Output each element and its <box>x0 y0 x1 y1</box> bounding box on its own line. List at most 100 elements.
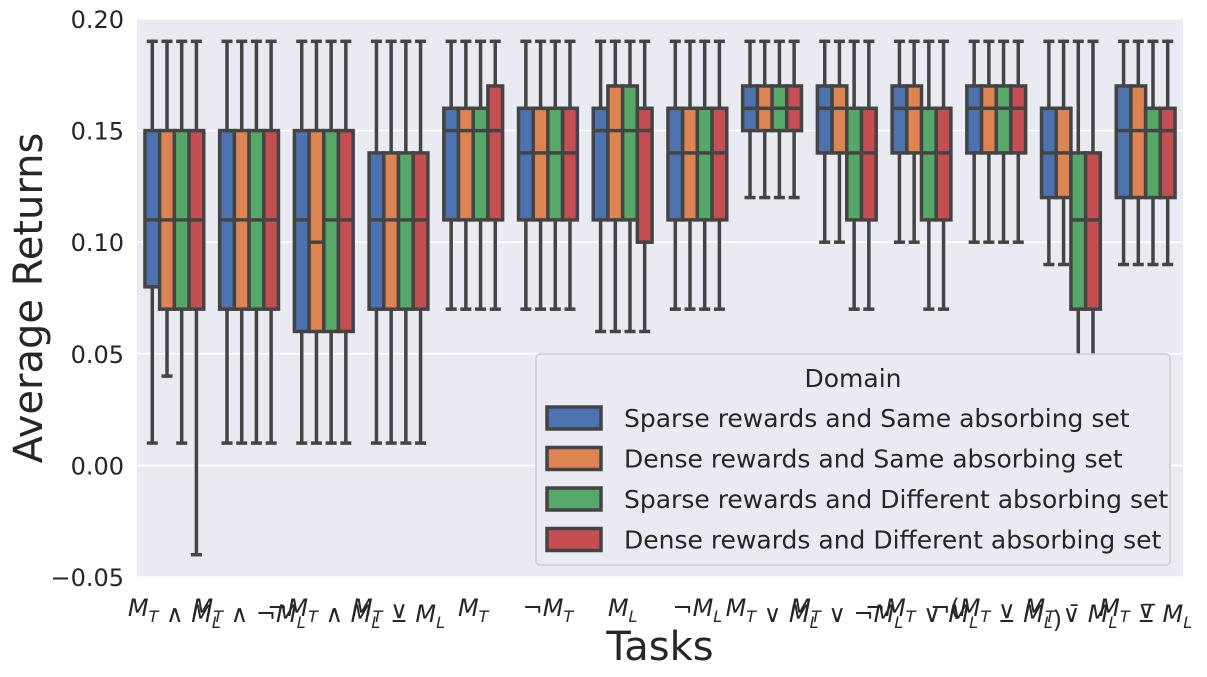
x-tick-label: ¬MT ∧ ML <box>267 594 380 632</box>
box <box>396 151 415 311</box>
box <box>815 84 834 155</box>
box <box>307 128 326 334</box>
x-tick-subscript: T <box>811 607 822 626</box>
x-tick-symbol: M <box>352 594 373 622</box>
box <box>1129 84 1148 200</box>
x-tick-subscript: L <box>1108 613 1117 632</box>
x-tick-label: MT ∨ ¬ML <box>790 594 903 632</box>
x-tick-symbol: M <box>693 594 714 622</box>
y-tick-label: 0.20 <box>71 6 124 34</box>
legend-frame <box>535 353 1171 566</box>
x-tick-operator: ¬ <box>267 594 287 622</box>
x-tick-subscript: L <box>713 607 722 626</box>
legend-entry: Dense rewards and Different absorbing se… <box>624 526 1162 555</box>
x-tick-symbol: M <box>1088 600 1109 628</box>
x-tick-symbol: M <box>191 600 212 628</box>
box <box>560 106 580 222</box>
x-tick-symbol: M <box>1024 594 1045 622</box>
y-axis-ticks: 0.20 0.15 0.10 0.05 0.00 −0.05 <box>50 6 124 592</box>
x-tick-label: ¬ML <box>672 594 722 626</box>
x-tick-operator: ¬ <box>523 594 543 622</box>
x-tick-symbol: M <box>128 594 149 622</box>
box <box>919 106 938 222</box>
legend-swatch <box>545 405 603 431</box>
box <box>456 106 475 222</box>
x-tick-subscript: T <box>746 607 757 626</box>
box <box>1143 106 1163 200</box>
box <box>635 106 654 244</box>
x-tick-label: MT <box>458 594 490 626</box>
box <box>1158 106 1177 200</box>
x-tick-subscript: L <box>297 613 306 632</box>
x-tick-symbol: M <box>960 594 981 622</box>
box <box>934 106 953 222</box>
x-tick-subscript: T <box>981 607 992 626</box>
x-tick-subscript: T <box>308 607 319 626</box>
box <box>905 84 924 155</box>
x-tick-symbol: M <box>789 600 810 628</box>
x-tick-operator: ⊻ <box>383 600 416 628</box>
box <box>695 106 714 222</box>
x-tick-subscript: L <box>810 613 819 632</box>
x-tick-operator: ¬( <box>930 594 959 622</box>
x-tick-operator: ∧ <box>158 600 191 628</box>
x-tick-subscript: L <box>436 613 445 632</box>
x-tick-symbol: M <box>1023 600 1044 628</box>
x-tick-operator: ⊻ <box>990 600 1023 628</box>
legend-swatch <box>545 445 603 472</box>
x-tick-operator: ∨ <box>916 600 949 628</box>
x-tick-subscript: L <box>1044 613 1053 632</box>
box <box>830 84 849 155</box>
box <box>382 151 401 311</box>
box <box>367 151 386 311</box>
x-tick-operator: ⊻̅ <box>1130 600 1163 628</box>
x-tick-subscript: T <box>1045 607 1056 626</box>
box <box>411 151 430 311</box>
x-tick-symbol: M <box>726 594 747 622</box>
x-tick-label: MT ∨̄ ML <box>1024 594 1117 632</box>
box <box>442 106 461 222</box>
x-tick-operator: ) <box>1053 606 1062 634</box>
x-tick-subscript: T <box>213 607 224 626</box>
x-tick-label: MT ∧ ML <box>128 594 221 632</box>
y-tick-label: 0.00 <box>71 452 124 480</box>
box <box>710 106 729 222</box>
box <box>890 84 909 155</box>
x-tick-symbol: M <box>458 594 479 622</box>
x-tick-operator: ∨ ¬ <box>821 600 874 628</box>
box <box>606 84 625 222</box>
box <box>486 84 505 222</box>
x-tick-operator: ∧ ¬ <box>223 600 276 628</box>
x-tick-subscript: T <box>373 607 384 626</box>
x-tick-subscript: T <box>906 607 917 626</box>
box <box>666 106 685 222</box>
x-tick-symbol: M <box>948 600 969 628</box>
x-tick-subscript: T <box>149 607 160 626</box>
x-tick-symbol: M <box>276 600 297 628</box>
y-axis-label: Average Returns <box>6 133 52 464</box>
y-tick-label: −0.05 <box>50 564 124 592</box>
box <box>859 106 878 222</box>
box <box>1009 84 1028 155</box>
x-tick-label: ¬MT <box>523 594 575 626</box>
x-tick-label: ¬(MT ⊻ ML) <box>930 594 1062 634</box>
boxes <box>143 39 1177 557</box>
box <box>680 106 700 222</box>
x-tick-label: MT ⊻ ML <box>352 594 445 632</box>
x-tick-label: ML <box>608 594 638 626</box>
box <box>1083 151 1103 311</box>
x-tick-subscript: T <box>1120 607 1131 626</box>
x-tick-label: MT ⊻̅ ML <box>1099 594 1192 632</box>
x-tick-symbol: M <box>874 600 895 628</box>
legend-title: Domain <box>804 364 901 393</box>
box <box>143 128 162 289</box>
x-tick-subscript: L <box>969 613 978 632</box>
legend-swatch <box>545 486 603 512</box>
box <box>531 106 550 222</box>
box <box>591 106 610 222</box>
box <box>965 84 984 155</box>
box <box>845 106 864 222</box>
x-tick-symbol: M <box>608 594 629 622</box>
box <box>620 84 640 222</box>
